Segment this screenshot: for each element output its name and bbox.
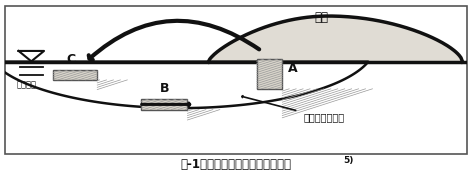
Text: A: A — [288, 61, 297, 74]
Text: 地下水位: 地下水位 — [16, 81, 36, 90]
Text: 5): 5) — [343, 156, 354, 165]
Bar — [257, 59, 282, 89]
Bar — [53, 70, 97, 80]
Text: B: B — [160, 82, 169, 95]
Text: 盛土: 盛土 — [314, 11, 329, 24]
Text: C: C — [66, 53, 75, 66]
Bar — [141, 99, 187, 110]
Text: 潜在的すべり面: 潜在的すべり面 — [303, 112, 344, 122]
Text: 図-1　地盤のすべり破壊の模式図: 図-1 地盤のすべり破壊の模式図 — [180, 158, 292, 171]
